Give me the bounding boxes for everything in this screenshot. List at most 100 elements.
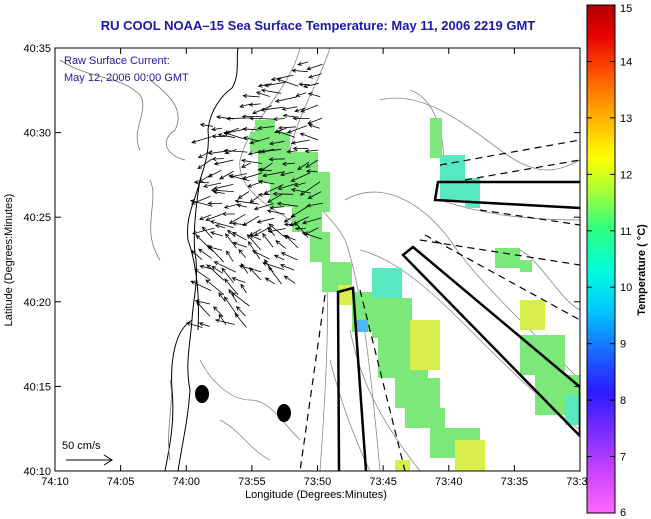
- current-vector: [300, 104, 319, 113]
- current-vector: [211, 265, 223, 274]
- current-vector: [223, 296, 239, 317]
- map-title: RU COOL NOAA–15 Sea Surface Temperature:…: [101, 18, 536, 33]
- current-vector: [291, 68, 308, 73]
- map-plot-area: [55, 48, 580, 471]
- current-vector: [257, 192, 271, 197]
- current-vector: [217, 133, 236, 139]
- current-vector: [243, 136, 260, 142]
- current-vector: [281, 106, 298, 111]
- current-vector: [210, 188, 234, 193]
- current-vector: [276, 78, 299, 87]
- y-axis-label: Latitude (Degrees:Minutes): [3, 194, 15, 327]
- current-vector: [207, 150, 227, 156]
- current-vector: [248, 116, 274, 121]
- current-vector: [198, 214, 212, 221]
- y-tick-label: 40:10: [23, 466, 51, 478]
- current-vector: [242, 127, 259, 132]
- current-vector: [198, 322, 211, 327]
- current-vector: [199, 122, 214, 128]
- x-tick-label: 73:45: [369, 476, 397, 488]
- current-vector: [262, 232, 274, 248]
- current-vector: [213, 159, 234, 166]
- sst-pixels: [250, 118, 580, 471]
- current-vector: [283, 215, 295, 223]
- current-vector: [193, 180, 210, 185]
- current-vector: [247, 241, 261, 260]
- current-vector: [190, 280, 212, 291]
- radar-dashed-lines: [299, 139, 580, 471]
- current-vector: [242, 215, 260, 226]
- current-vector: [191, 249, 203, 260]
- current-vector: [272, 116, 285, 122]
- radar-site-marker: [277, 404, 291, 422]
- scale-label: 50 cm/s: [62, 440, 101, 452]
- current-vector: [241, 114, 263, 119]
- current-vector: [257, 125, 275, 130]
- current-vector: [223, 148, 248, 153]
- current-vector: [249, 196, 260, 203]
- current-vector: [294, 221, 309, 238]
- current-vectors: [185, 61, 323, 328]
- x-axis-label: Longitude (Degrees:Minutes): [245, 489, 387, 501]
- current-vector: [218, 313, 227, 325]
- current-vector: [299, 181, 321, 196]
- current-vector: [205, 279, 225, 295]
- current-vector: [267, 193, 283, 203]
- colorbar: 15 14 13 12 11 10 9 8 7 6 Temperature ( °C): [586, 3, 648, 519]
- current-vector: [301, 231, 322, 240]
- current-vector: [226, 229, 236, 238]
- y-tick-label: 40:30: [23, 128, 51, 140]
- current-vector: [268, 223, 284, 237]
- current-vector: [307, 92, 321, 98]
- current-vector: [262, 171, 285, 178]
- current-vector: [231, 292, 250, 307]
- current-vector: [290, 139, 310, 145]
- y-tick-label: 40:15: [23, 381, 51, 393]
- current-vector: [238, 249, 247, 258]
- current-vector: [249, 234, 262, 241]
- current-vector: [218, 292, 226, 302]
- colorbar-tick-label: 13: [620, 113, 632, 125]
- current-vector: [241, 162, 251, 168]
- current-vector: [203, 182, 222, 188]
- current-vector: [237, 191, 250, 199]
- current-vector: [213, 261, 237, 273]
- current-vector: [214, 318, 235, 325]
- current-vector: [251, 250, 270, 260]
- current-vector: [205, 213, 223, 221]
- current-vector: [283, 275, 296, 284]
- x-tick-label: 74:05: [107, 476, 135, 488]
- current-vector: [275, 240, 287, 249]
- current-vector: [272, 191, 294, 196]
- current-vector: [214, 224, 226, 229]
- current-vector: [305, 169, 318, 174]
- current-vector: [302, 217, 322, 225]
- y-tick-label: 40:20: [23, 297, 51, 309]
- current-vector: [279, 264, 295, 271]
- colorbar-label: Temperature ( °C): [636, 224, 648, 316]
- current-vector: [231, 232, 247, 241]
- current-vector: [256, 148, 282, 154]
- current-vector: [240, 283, 247, 294]
- current-vector: [248, 267, 262, 281]
- current-vector: [221, 267, 234, 283]
- current-vector: [255, 91, 270, 97]
- current-vector: [276, 201, 298, 207]
- current-vector: [213, 306, 224, 318]
- current-vector: [286, 125, 308, 134]
- current-vector: [257, 83, 272, 88]
- current-vector: [225, 250, 234, 262]
- current-vector: [209, 220, 234, 229]
- current-vector: [308, 73, 322, 79]
- current-vector: [293, 182, 306, 187]
- current-vector: [266, 209, 285, 215]
- colorbar-tick-label: 12: [620, 169, 632, 181]
- current-vector: [306, 202, 323, 208]
- current-vector: [207, 169, 222, 178]
- current-vector: [234, 313, 247, 328]
- current-vector: [211, 127, 223, 132]
- current-vector: [236, 305, 246, 317]
- current-vector: [292, 116, 310, 121]
- current-vector: [191, 136, 212, 144]
